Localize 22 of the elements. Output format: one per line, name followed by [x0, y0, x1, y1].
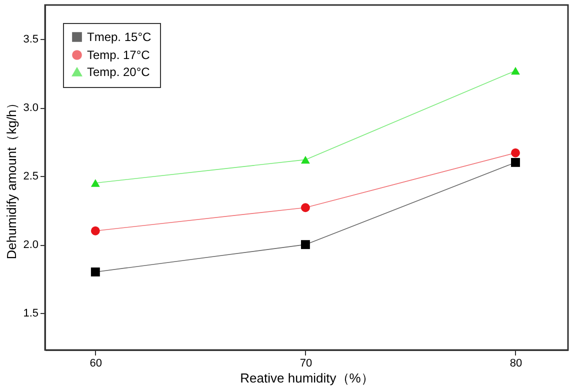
y-tick-label: 3.5 [23, 34, 38, 46]
point [90, 179, 100, 187]
point [90, 267, 100, 276]
y-tick-label: 1.5 [23, 308, 38, 320]
y-tick-label: 2.5 [23, 170, 38, 183]
y-tick-label: 3.0 [23, 102, 38, 114]
point [511, 66, 520, 75]
y-axis-title: Dehumidify amount（kg/h） [4, 96, 20, 260]
point [511, 148, 520, 158]
point [300, 156, 310, 164]
x-tick-label: 60 [90, 358, 102, 370]
point [90, 226, 100, 236]
x-tick-label: 70 [300, 358, 312, 370]
point [300, 240, 310, 250]
point [300, 203, 310, 212]
legend-label: Temp. 20°C [87, 65, 150, 79]
y-tick-label: 2.0 [23, 239, 38, 252]
x-tick-label: 80 [510, 358, 522, 370]
x-axis-title: Reative humidity（%） [240, 370, 374, 386]
legend-label: Tmep. 15°C [87, 30, 152, 44]
legend-label: Temp. 17°C [87, 48, 150, 62]
point [511, 158, 520, 167]
